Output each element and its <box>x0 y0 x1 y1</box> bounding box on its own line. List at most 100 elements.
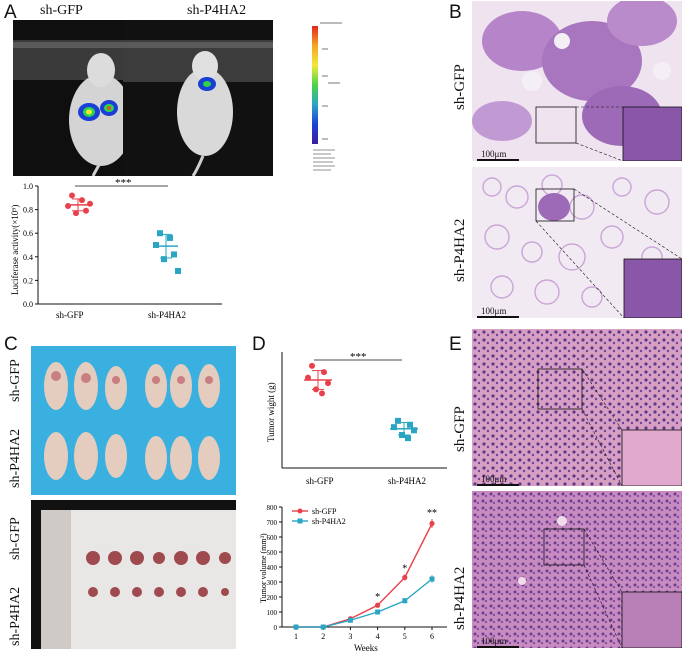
label-sh-gfp-c2: sh-GFP <box>8 517 23 560</box>
mouse-gfp-illustration <box>13 40 123 176</box>
luciferase-y-tick-label: 0.8 <box>23 206 33 215</box>
mouse-p4ha2-illustration <box>123 40 273 176</box>
label-sh-p4ha2-b: sh-P4HA2 <box>452 218 468 282</box>
volume-legend: sh-GFP sh-P4HA2 <box>292 507 346 526</box>
volume-line-1 <box>296 578 433 628</box>
weight-x-label-gfp: sh-GFP <box>306 476 334 486</box>
luciferase-y-tick-label: 1.0 <box>23 182 33 191</box>
volume-y-tick-label: 500 <box>267 549 278 557</box>
mice-photo-illustration <box>44 362 220 480</box>
volume-y-tick-label: 800 <box>267 504 278 512</box>
luciferase-point-gfp <box>83 207 89 214</box>
panel-label-d: D <box>252 334 266 355</box>
volume-line-0 <box>296 523 433 628</box>
volume-legend-gfp: sh-GFP <box>312 507 337 516</box>
volume-point-gfp <box>402 574 408 581</box>
label-sh-gfp-a: sh-GFP <box>40 3 83 18</box>
luciferase-chart: 0.0 0.2 0.4 0.6 0.8 1.0 Luciferase activity(×… <box>10 177 222 320</box>
luciferase-x-label-p4ha2: sh-P4HA2 <box>148 310 186 320</box>
luciferase-x-label-gfp: sh-GFP <box>56 310 84 320</box>
scalebar-e-gfp <box>477 484 519 486</box>
volume-y-tick-label: 0 <box>274 624 278 632</box>
label-sh-gfp-c1: sh-GFP <box>8 359 23 402</box>
scalebar-b-gfp <box>477 159 519 161</box>
luminescence-color-scale <box>312 26 318 144</box>
luciferase-point-p4ha2 <box>153 242 159 248</box>
weight-point-gfp <box>313 386 319 393</box>
volume-point-p4ha2 <box>320 624 326 630</box>
scalebar-text-b-p4ha2: 100μm <box>481 306 507 316</box>
volume-x-tick-label: 3 <box>348 632 352 641</box>
weight-x-label-p4ha2: sh-P4HA2 <box>388 476 426 486</box>
label-sh-p4ha2-c1: sh-P4HA2 <box>8 428 23 488</box>
luciferase-point-p4ha2 <box>161 256 167 263</box>
weight-point-p4ha2 <box>399 432 405 438</box>
label-sh-p4ha2-c2: sh-P4HA2 <box>8 586 23 646</box>
volume-x-label: Weeks <box>354 643 378 653</box>
tumor-volume-chart: 0 100 200 300 400 500 600 700 800 1 2 3 4 5 6 Tumor vo… <box>259 504 447 653</box>
weight-point-p4ha2 <box>395 417 401 424</box>
luciferase-y-label: Luciferase activity(×10⁹) <box>10 205 20 295</box>
luciferase-point-p4ha2 <box>157 230 163 237</box>
volume-y-tick-label: 400 <box>267 564 278 572</box>
weight-point-p4ha2 <box>391 424 397 431</box>
label-sh-p4ha2-e: sh-P4HA2 <box>452 566 468 630</box>
histology-tumor-p4ha2 <box>472 491 682 648</box>
volume-x-tick-label: 5 <box>403 632 407 641</box>
luciferase-point-gfp <box>73 210 79 217</box>
volume-annotation: * <box>375 592 380 603</box>
scalebar-text-b-gfp: 100μm <box>481 149 507 159</box>
color-scale-legend-box <box>313 149 339 173</box>
luciferase-y-tick-label: 0.4 <box>23 253 33 262</box>
lung-p4ha2-texture <box>472 167 682 318</box>
volume-annotation: ** <box>427 508 437 519</box>
weight-point-gfp <box>321 369 327 376</box>
luciferase-point-p4ha2 <box>175 267 181 274</box>
lung-gfp-texture <box>472 1 682 161</box>
imaging-photo-p4ha2 <box>123 20 273 176</box>
weight-point-p4ha2 <box>411 427 417 434</box>
volume-point-p4ha2 <box>402 598 408 604</box>
volume-point-gfp <box>429 520 435 527</box>
panel-label-a: A <box>4 2 17 23</box>
weight-point-gfp <box>305 374 311 381</box>
luciferase-point-gfp <box>65 203 71 210</box>
weight-point-p4ha2 <box>405 435 411 442</box>
color-scale-ticks <box>320 20 350 150</box>
volume-annotation: * <box>402 564 407 575</box>
volume-x-tick-label: 1 <box>294 632 298 641</box>
volume-y-tick-label: 600 <box>267 534 278 542</box>
volume-point-p4ha2 <box>429 576 435 582</box>
luciferase-y-tick-label: 0.2 <box>23 276 33 285</box>
histology-tumor-gfp <box>472 329 682 486</box>
volume-y-tick-label: 700 <box>267 519 278 527</box>
weight-point-gfp <box>325 380 331 387</box>
weight-significance: *** <box>350 351 367 363</box>
scalebar-text-e-gfp: 100μm <box>481 474 507 484</box>
volume-y-tick-label: 200 <box>267 594 278 602</box>
weight-y-label: Tumor wight (g) <box>266 382 276 442</box>
luciferase-point-p4ha2 <box>171 251 177 258</box>
weight-point-gfp <box>309 362 315 369</box>
volume-legend-p4ha2: sh-P4HA2 <box>312 517 346 526</box>
luciferase-y-tick-label: 0.6 <box>23 229 33 238</box>
scalebar-e-p4ha2 <box>477 646 519 648</box>
mice-photo <box>31 346 236 495</box>
luciferase-point-gfp <box>87 200 93 207</box>
volume-x-tick-label: 6 <box>430 632 434 641</box>
volume-point-p4ha2 <box>347 617 353 623</box>
luciferase-point-gfp <box>79 197 85 204</box>
luciferase-y-tick-label: 0.0 <box>23 300 33 309</box>
tumor-weight-chart: Tumor wight (g) *** sh-GFP sh-P4HA2 <box>266 351 447 486</box>
tumor-p4ha2-texture <box>472 491 682 648</box>
volume-point-gfp <box>375 602 381 608</box>
scalebar-text-e-p4ha2: 100μm <box>481 636 507 646</box>
volume-point-p4ha2 <box>293 624 299 630</box>
weight-point-gfp <box>319 390 325 397</box>
volume-y-tick-label: 100 <box>267 609 278 617</box>
label-sh-gfp-b: sh-GFP <box>452 64 468 110</box>
volume-y-label: Tumor volume (mm³) <box>259 533 268 603</box>
tumor-photo-illustration <box>31 500 236 649</box>
label-sh-p4ha2-a: sh-P4HA2 <box>187 3 247 18</box>
volume-point-p4ha2 <box>375 609 381 615</box>
